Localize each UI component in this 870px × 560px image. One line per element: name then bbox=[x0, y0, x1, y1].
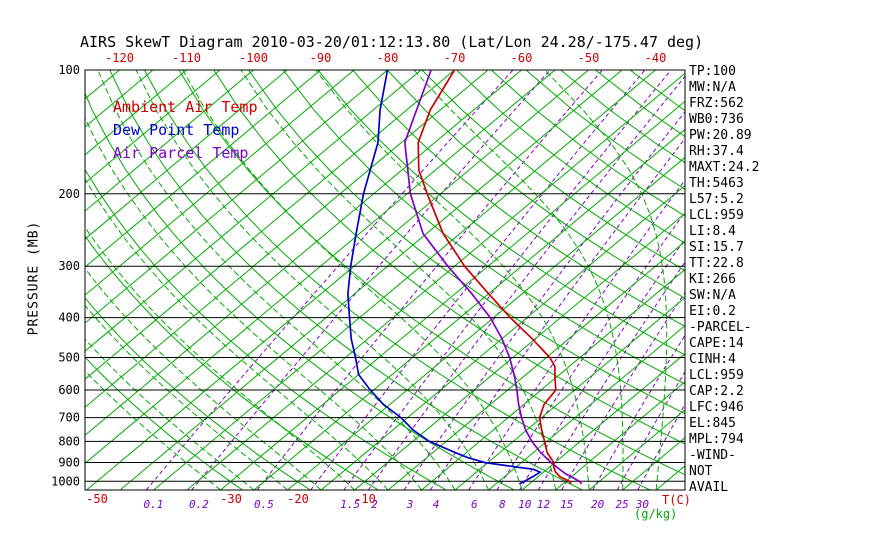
bottom-temp-tick-label: -10 bbox=[354, 492, 376, 506]
stat-line: MAXT:24.2 bbox=[689, 160, 760, 175]
pressure-tick-label: 400 bbox=[58, 311, 80, 325]
top-temp-tick-label: -40 bbox=[645, 51, 667, 65]
pressure-tick-label: 200 bbox=[58, 187, 80, 201]
dewpoint-curve bbox=[347, 70, 542, 485]
top-temp-tick-label: -110 bbox=[172, 51, 201, 65]
pressure-tick-label: 600 bbox=[58, 383, 80, 397]
stat-line: PW:20.89 bbox=[689, 128, 752, 143]
stat-line: WB0:736 bbox=[689, 112, 744, 127]
ambient-temp-curve bbox=[417, 70, 572, 485]
stat-line: FRZ:562 bbox=[689, 96, 744, 111]
mixing-ratio-lines bbox=[145, 70, 685, 490]
isotherm-lines bbox=[85, 70, 685, 490]
chart-title: AIRS SkewT Diagram 2010-03-20/01:12:13.8… bbox=[80, 33, 704, 51]
mixing-ratio-label: 0.1 bbox=[144, 498, 164, 511]
stat-line: KI:266 bbox=[689, 272, 736, 287]
mixing-ratio-label: 10 bbox=[518, 498, 532, 511]
mixing-ratio-label: 3 bbox=[406, 498, 414, 511]
mixing-ratio-label: 30 bbox=[635, 498, 650, 511]
stat-line: SW:N/A bbox=[689, 288, 736, 303]
top-temp-tick-label: -90 bbox=[310, 51, 332, 65]
pressure-axis-label: PRESSURE (MB) bbox=[26, 220, 42, 336]
legend-dew-point: Dew Point Temp bbox=[113, 121, 240, 139]
stat-line: TT:22.8 bbox=[689, 256, 744, 271]
parcel-temp-curve bbox=[403, 70, 583, 485]
top-temp-tick-label: -80 bbox=[377, 51, 399, 65]
mixing-ratio-label: 15 bbox=[560, 498, 573, 511]
stat-line: -PARCEL- bbox=[689, 320, 752, 335]
stat-line: SI:15.7 bbox=[689, 240, 744, 255]
legend-air-parcel: Air Parcel Temp bbox=[113, 144, 249, 162]
stat-line: NOT bbox=[689, 464, 713, 479]
stat-line: -WIND- bbox=[689, 448, 736, 463]
top-temp-tick-label: -120 bbox=[105, 51, 134, 65]
pressure-tick-label: 1000 bbox=[51, 474, 80, 488]
stat-line: CAPE:14 bbox=[689, 336, 744, 351]
axis-labels: 100 200 300 400 500 600 700 800 900 1000 -120 -110 -… bbox=[51, 51, 666, 511]
pressure-grid bbox=[84, 69, 686, 491]
mixing-unit-label: (g/kg) bbox=[634, 507, 678, 521]
stat-line: TH:5463 bbox=[689, 176, 744, 191]
mixing-ratio-label: 20 bbox=[591, 498, 605, 511]
stat-line: LCL:959 bbox=[689, 368, 744, 383]
stat-line: EL:845 bbox=[689, 416, 736, 431]
bottom-temp-tick-label: -20 bbox=[287, 492, 309, 506]
sounding-curves bbox=[347, 70, 583, 485]
bottom-temp-tick-label: -30 bbox=[220, 492, 242, 506]
legend-ambient-temp: Ambient Air Temp bbox=[113, 98, 258, 116]
mixing-ratio-label: 1.5 bbox=[340, 498, 360, 511]
mixing-ratio-label: 25 bbox=[615, 498, 628, 511]
mixing-ratio-label: 12 bbox=[537, 498, 551, 511]
pressure-tick-label: 500 bbox=[58, 350, 80, 364]
stat-line: LFC:946 bbox=[689, 400, 744, 415]
stat-line: MW:N/A bbox=[689, 80, 736, 95]
pressure-tick-label: 700 bbox=[58, 411, 80, 425]
stats-panel: TP:100 MW:N/A FRZ:562 WB0:736 PW:20.89 RH:37.… bbox=[689, 64, 759, 496]
bottom-temp-tick-label: -50 bbox=[86, 492, 108, 506]
mixing-ratio-label: 0.5 bbox=[254, 498, 274, 511]
pressure-tick-label: 900 bbox=[58, 455, 80, 469]
stat-line: MPL:794 bbox=[689, 432, 744, 447]
top-temp-tick-label: -60 bbox=[511, 51, 533, 65]
stat-line: CAP:2.2 bbox=[689, 384, 744, 399]
mixing-ratio-label: 4 bbox=[433, 498, 440, 511]
stat-line: AVAIL bbox=[689, 480, 729, 495]
legend: Ambient Air Temp Dew Point Temp Air Parc… bbox=[113, 96, 258, 165]
mixing-ratio-label: 6 bbox=[471, 498, 478, 511]
stat-line: L57:5.2 bbox=[689, 192, 744, 207]
pressure-tick-label: 300 bbox=[58, 259, 80, 273]
mixing-ratio-label: 2 bbox=[371, 498, 378, 511]
stat-line: LCL:959 bbox=[689, 208, 744, 223]
mixing-ratio-label: 0.2 bbox=[189, 498, 209, 511]
temp-unit-label: T(C) bbox=[662, 493, 691, 507]
mixing-ratio-label: 8 bbox=[499, 498, 506, 511]
top-temp-tick-label: -50 bbox=[578, 51, 600, 65]
stat-line: CINH:4 bbox=[689, 352, 736, 367]
top-temp-tick-label: -100 bbox=[239, 51, 268, 65]
pressure-tick-label: 100 bbox=[58, 63, 80, 77]
stat-line: RH:37.4 bbox=[689, 144, 744, 159]
stat-line: EI:0.2 bbox=[689, 304, 736, 319]
top-temp-tick-label: -70 bbox=[444, 51, 466, 65]
stat-line: TP:100 bbox=[689, 64, 736, 79]
stat-line: LI:8.4 bbox=[689, 224, 736, 239]
pressure-tick-label: 800 bbox=[58, 434, 80, 448]
